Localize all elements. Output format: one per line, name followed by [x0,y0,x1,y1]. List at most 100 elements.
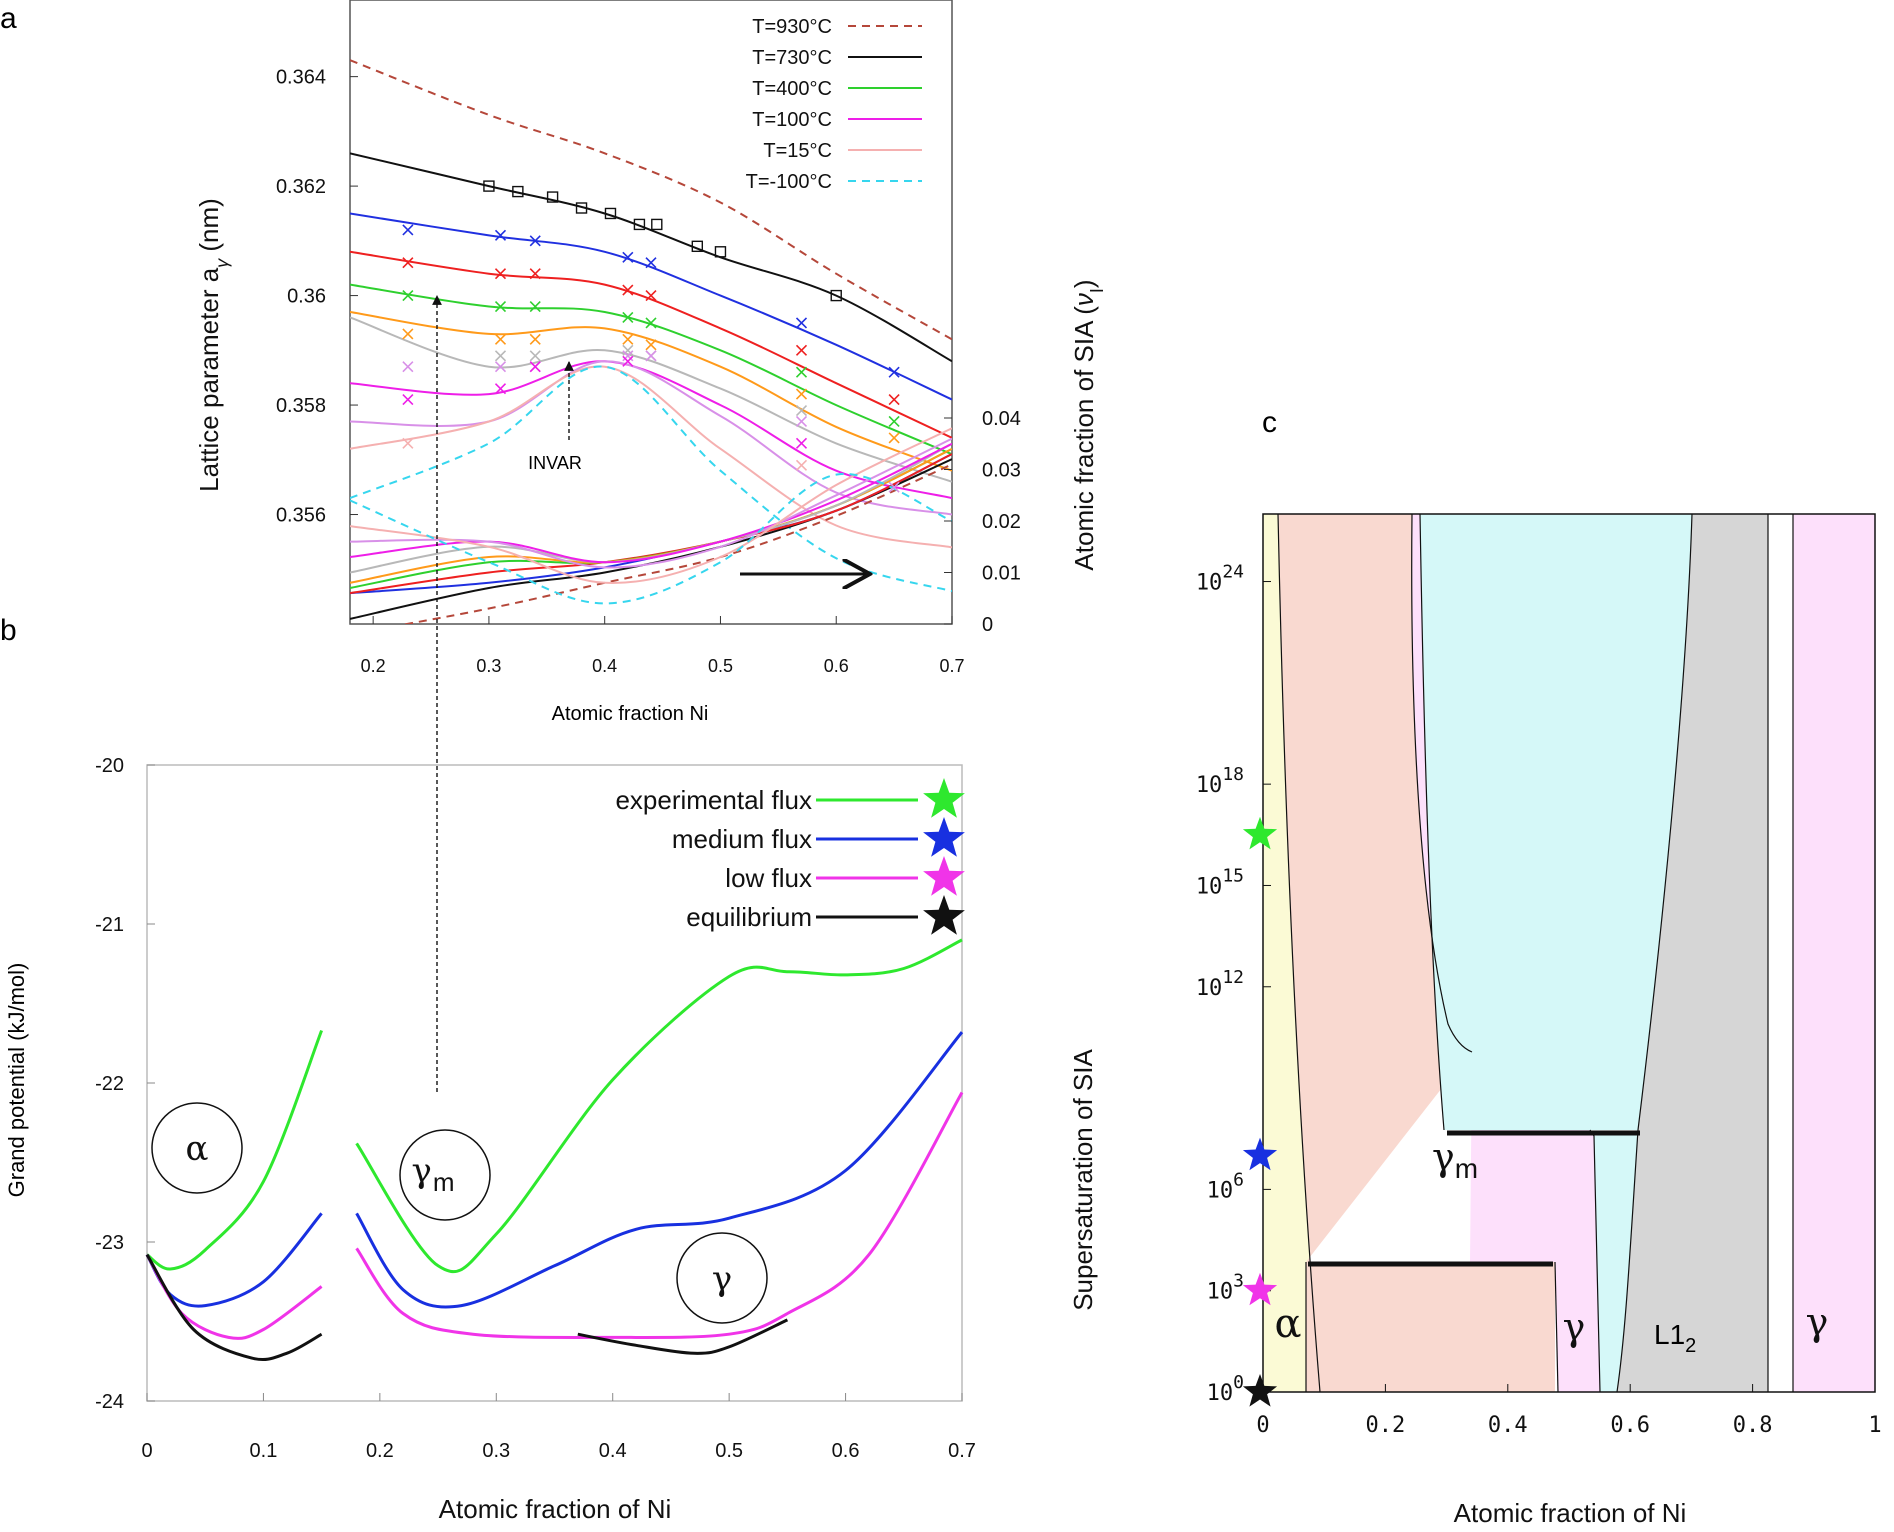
lattice-curve [350,212,952,401]
y-tick-label: 106 [1207,1169,1244,1203]
cross-point [494,268,507,280]
cross-point [494,333,507,345]
lattice-curve [350,360,952,516]
experimental-point [575,202,588,214]
lattice-curve [350,311,952,472]
panel-a-ticks: 0.2 0.3 0.4 0.5 0.6 0.7 0.356 0.358 0.36 0.362 0.3… [276,67,1021,676]
flux-star-icon [1242,1374,1278,1407]
y2-tick-label: 0.04 [982,408,1021,430]
y-tick-label: -23 [95,1232,124,1254]
boundary-gamma-m-right [1616,513,1693,1393]
sia-curve [350,427,952,584]
legend-star-icon [923,856,965,896]
x-tick-label: 0.5 [715,1440,743,1462]
panel-b-xlabel: Atomic fraction of Ni [439,1494,672,1524]
cross-point [529,300,541,313]
x-tick-label: 0.6 [832,1440,860,1462]
cross-point [402,394,414,406]
region-gamma-right [1793,514,1875,1392]
x-tick-label: 0.6 [824,656,849,676]
cross-point [795,388,808,400]
cross-point [529,350,541,362]
y2-tick-label: 0.02 [982,511,1021,533]
x-tick-label: 0.1 [250,1440,278,1462]
cross-point [494,229,507,241]
lattice-curve [350,283,952,456]
panel-b-legend: experimental flux medium flux low flux equi… [615,778,965,935]
experimental-point [830,289,842,302]
panel-a-frame [349,0,953,625]
panel-a-plot-area [350,59,952,624]
cross-point [888,394,900,406]
y-tick-label: 0.358 [276,395,326,417]
potential-curve [145,1253,323,1362]
panel-a-ylabel: Lattice parameter aγ (nm) [194,198,232,492]
legend-star-icon [923,895,965,935]
panel-b-curves [145,938,964,1362]
lattice-curve [350,365,952,593]
flux-star-icon [1242,1272,1278,1306]
lattice-curve [350,360,952,500]
x-tick-label: 0 [1256,1413,1269,1438]
phase-label-alpha: α [186,1129,209,1169]
potential-curve [145,1212,323,1308]
phase-circle-gamma [676,1232,768,1324]
cross-point [622,355,634,367]
legend-label: T=-100°C [746,171,832,193]
boundary-gamma-left [1411,513,1473,1053]
cross-point [402,328,414,340]
cross-point [494,350,507,362]
cross-point [622,344,634,356]
flux-star-icon [1242,1137,1278,1171]
phase-c-gamma-right: γ [1806,1300,1829,1344]
cross-point [494,383,507,395]
potential-curve [355,938,963,1274]
legend-label: T=100°C [752,109,832,131]
y-tick-label: -21 [95,914,124,936]
y-tick-label: 0.362 [276,176,326,198]
panel-label-b: b [0,614,17,647]
cross-point [645,290,657,302]
potential-curve [146,1029,323,1271]
cross-point [494,300,507,313]
phase-circle-alpha [151,1102,243,1194]
x-tick-label: 0 [141,1440,152,1462]
x-tick-label: 0.8 [1733,1413,1773,1438]
phase-regions [1263,514,1875,1392]
cross-point [529,333,541,345]
region-l12 [1617,514,1768,1392]
cross-point [622,284,634,296]
lattice-curve [350,316,952,483]
cross-point [402,361,414,373]
cross-point [888,415,900,428]
x-tick-label: 1 [1868,1413,1881,1438]
cross-point [529,235,541,247]
cross-point [795,437,808,449]
x-tick-label: 0.4 [592,656,617,676]
y-tick-label: 100 [1207,1372,1244,1406]
cross-point [795,317,808,329]
experimental-point [691,240,704,253]
panel-b: 0 0.1 0.2 0.3 0.4 0.5 0.6 0.7 -24 -23 -22 -21 -20 ex… [4,755,976,1524]
y-tick-label: 0.364 [276,67,326,89]
cross-point [645,317,657,329]
lattice-curve [350,59,952,341]
panel-a-legend: T=930°C T=730°C T=400°C T=100°C T=15°C T=-100… [746,16,922,193]
phase-c-alpha: α [1274,1301,1301,1347]
phase-label-gamma-m: γm [412,1151,455,1197]
panel-a-markers [402,180,900,493]
region-alpha [1263,514,1320,1392]
potential-curve [355,1091,964,1339]
experimental-point [714,246,727,258]
y-tick-label: 0.36 [287,286,326,308]
y-tick-label: -20 [95,755,124,777]
experimental-point [483,180,495,192]
cross-point [795,404,808,417]
phase-label-gamma: γ [712,1259,732,1299]
cross-point [494,361,507,373]
x-tick-label: 0.3 [482,1440,510,1462]
y-tick-label: -24 [95,1391,124,1413]
legend-label: experimental flux [615,785,812,815]
sia-curve [350,437,952,569]
